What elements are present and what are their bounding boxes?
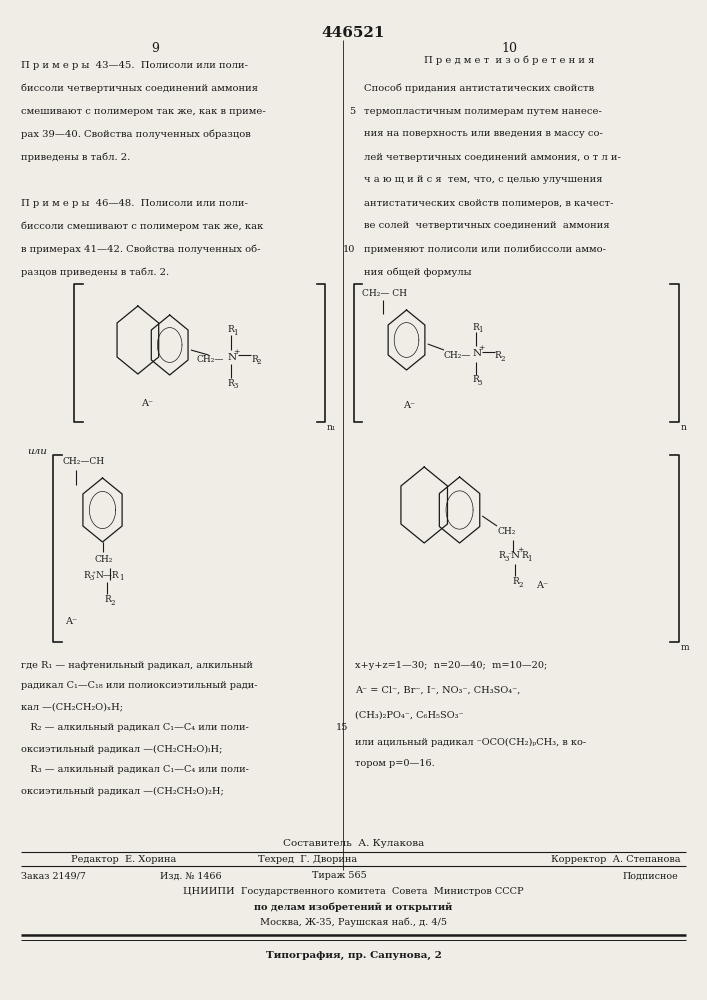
Text: кал —(CH₂CH₂O)ₓH;: кал —(CH₂CH₂O)ₓH; [21,702,123,712]
Text: +: + [233,348,240,356]
Text: R₂ — алкильный радикал C₁—C₄ или поли-: R₂ — алкильный радикал C₁—C₄ или поли- [21,724,249,732]
Text: 1: 1 [233,329,238,337]
Text: (CH₃)₂PO₄⁻, C₆H₅SO₃⁻: (CH₃)₂PO₄⁻, C₆H₅SO₃⁻ [355,710,464,720]
Text: Подписное: Подписное [623,871,679,880]
Text: CH₂—: CH₂— [197,355,224,363]
Text: Тираж 565: Тираж 565 [312,871,367,880]
Text: R: R [228,326,235,334]
Text: 3: 3 [89,574,93,582]
Text: оксиэтильный радикал —(CH₂CH₂O)₂H;: оксиэтильный радикал —(CH₂CH₂O)₂H; [21,786,224,796]
Text: 2: 2 [501,355,505,363]
Text: 446521: 446521 [322,26,385,40]
Text: антистатических свойств полимеров, в качест-: антистатических свойств полимеров, в кач… [364,198,614,208]
Text: N: N [228,354,237,362]
Text: n: n [681,422,686,432]
Text: оксиэтильный радикал —(CH₂CH₂O)ₗH;: оксиэтильный радикал —(CH₂CH₂O)ₗH; [21,744,223,754]
Text: x+y+z=1—30;  n=20—40;  m=10—20;: x+y+z=1—30; n=20—40; m=10—20; [355,660,547,670]
Text: +: + [518,546,524,554]
Text: приведены в табл. 2.: приведены в табл. 2. [21,152,131,162]
Text: A⁻ = Cl⁻, Br⁻, I⁻, NO₃⁻, CH₃SO₄⁻,: A⁻ = Cl⁻, Br⁻, I⁻, NO₃⁻, CH₃SO₄⁻, [355,686,520,694]
Text: R: R [498,552,506,560]
Text: 5: 5 [349,106,355,115]
Text: ния общей формулы: ния общей формулы [364,267,472,277]
Text: в примерах 41—42. Свойства полученных об-: в примерах 41—42. Свойства полученных об… [21,244,261,254]
Text: биссоли смешивают с полимером так же, как: биссоли смешивают с полимером так же, ка… [21,221,264,231]
Text: A⁻: A⁻ [536,580,548,589]
Text: 1: 1 [119,574,123,582]
Text: ве солей  четвертичных соединений  аммония: ве солей четвертичных соединений аммония [364,222,609,231]
Text: биссоли четвертичных соединений аммония: биссоли четвертичных соединений аммония [21,83,258,93]
Text: R: R [251,355,258,363]
Text: 10: 10 [501,41,517,54]
Text: R₃ — алкильный радикал C₁—C₄ или поли-: R₃ — алкильный радикал C₁—C₄ или поли- [21,766,249,774]
Text: +: + [478,344,484,352]
Text: смешивают с полимером так же, как в приме-: смешивают с полимером так же, как в прим… [21,106,266,115]
Text: R: R [472,375,479,384]
Text: R: R [495,352,502,360]
Text: ЦНИИПИ  Государственного комитета  Совета  Министров СССР: ЦНИИПИ Государственного комитета Совета … [183,888,524,896]
Text: Способ придания антистатических свойств: Способ придания антистатических свойств [364,83,594,93]
Text: R: R [472,322,479,332]
Text: R: R [105,595,112,604]
Text: или ацильный радикал ⁻OCO(CH₂)ₚCH₃, в ко-: или ацильный радикал ⁻OCO(CH₂)ₚCH₃, в ко… [355,737,586,747]
Text: 3: 3 [233,382,238,390]
Text: ния на поверхность или введения в массу со-: ния на поверхность или введения в массу … [364,129,603,138]
Text: по делам изобретений и открытий: по делам изобретений и открытий [255,902,452,912]
Text: лей четвертичных соединений аммония, о т л и-: лей четвертичных соединений аммония, о т… [364,152,621,161]
Text: Корректор  А. Степанова: Корректор А. Степанова [551,854,681,863]
Text: П р е д м е т  и з о б р е т е н и я: П р е д м е т и з о б р е т е н и я [424,55,594,65]
Text: N: N [472,350,481,359]
Text: 2: 2 [257,358,261,366]
Text: R: R [228,378,235,387]
Text: ч а ю щ и й с я  тем, что, с целью улучшения: ч а ю щ и й с я тем, что, с целью улучше… [364,175,602,184]
Text: R: R [513,578,520,586]
Text: ⁻: ⁻ [508,552,512,560]
Text: или: или [27,448,47,456]
Text: CH₂: CH₂ [497,528,515,536]
Text: 15: 15 [335,724,348,732]
Text: Техред  Г. Дворина: Техред Г. Дворина [258,854,357,863]
Text: Заказ 2149/7: Заказ 2149/7 [21,871,86,880]
Text: Редактор  Е. Хорина: Редактор Е. Хорина [71,854,176,863]
Text: 1: 1 [478,326,482,334]
Text: R: R [521,552,528,560]
Text: A⁻: A⁻ [403,400,415,410]
Text: П р и м е р ы  46—48.  Полисоли или поли-: П р и м е р ы 46—48. Полисоли или поли- [21,198,248,208]
Text: CH₂— CH: CH₂— CH [362,288,407,298]
Text: m: m [681,643,689,652]
Text: CH₂—: CH₂— [444,351,472,360]
Text: тором p=0—16.: тором p=0—16. [355,758,435,768]
Text: N: N [510,552,520,560]
Text: Типография, пр. Сапунова, 2: Типография, пр. Сапунова, 2 [266,950,441,960]
Text: 2: 2 [110,599,115,607]
Text: П р и м е р ы  43—45.  Полисоли или поли-: П р и м е р ы 43—45. Полисоли или поли- [21,60,248,70]
Text: применяют полисоли или полибиссоли аммо-: применяют полисоли или полибиссоли аммо- [364,244,606,254]
Text: 2: 2 [518,581,522,589]
Text: Составитель  А. Кулакова: Составитель А. Кулакова [283,838,424,848]
Text: термопластичным полимерам путем нанесе-: термопластичным полимерам путем нанесе- [364,106,602,115]
Text: разцов приведены в табл. 2.: разцов приведены в табл. 2. [21,267,170,277]
Text: CH₂—CH: CH₂—CH [62,458,105,466]
Text: радикал C₁—C₁₈ или полиоксиэтильный ради-: радикал C₁—C₁₈ или полиоксиэтильный ради… [21,682,258,690]
Text: 1: 1 [527,555,531,563]
Text: R: R [83,570,90,580]
Text: Москва, Ж-35, Раушская наб., д. 4/5: Москва, Ж-35, Раушская наб., д. 4/5 [260,917,447,927]
Text: ⁺: ⁺ [92,571,96,579]
Text: 3: 3 [478,379,482,387]
Text: n₁: n₁ [327,422,336,432]
Text: Изд. № 1466: Изд. № 1466 [160,871,222,880]
Text: 3: 3 [504,555,508,563]
Text: 9: 9 [151,41,160,54]
Text: A⁻: A⁻ [141,399,153,408]
Text: рах 39—40. Свойства полученных образцов: рах 39—40. Свойства полученных образцов [21,129,251,139]
Text: где R₁ — нафтенильный радикал, алкильный: где R₁ — нафтенильный радикал, алкильный [21,660,253,670]
Text: CH₂: CH₂ [94,554,112,564]
Text: N—R: N—R [95,570,119,580]
Text: 10: 10 [342,244,355,253]
Text: A⁻: A⁻ [65,617,77,626]
